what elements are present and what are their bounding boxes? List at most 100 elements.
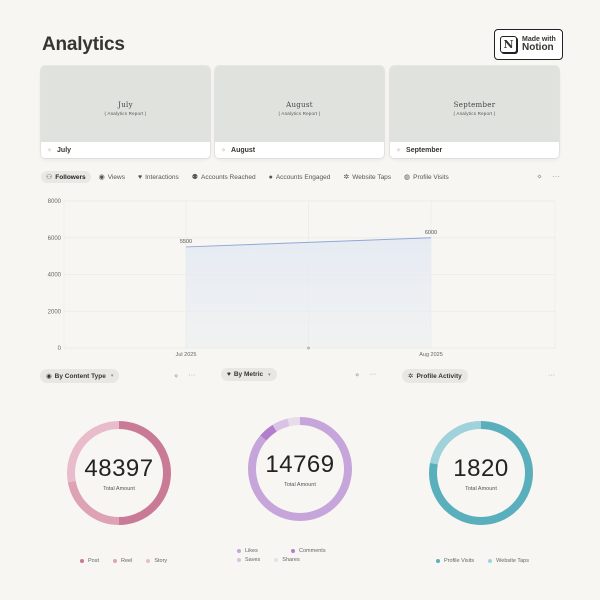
- legend-label: Likes: [245, 548, 258, 554]
- total-label: Total Amount: [103, 485, 135, 492]
- tab-label: Accounts Engaged: [275, 173, 331, 181]
- tab-followers[interactable]: ⚇ Followers: [41, 171, 91, 183]
- series-line: [185, 237, 432, 248]
- x-tick-label: Jul 2025: [176, 352, 197, 358]
- filter-icon[interactable]: ⋄: [355, 372, 360, 379]
- more-icon[interactable]: ···: [548, 372, 555, 379]
- chat-icon: ●: [268, 173, 273, 181]
- widget-toolbar: ⋄ ···: [174, 372, 195, 380]
- legend-label: Reel: [121, 558, 133, 564]
- legend-label: Shares: [282, 557, 300, 563]
- month-card-july[interactable]: July ( Analytics Report ) ✧ July: [41, 66, 210, 158]
- content-type-donut-svg: [67, 421, 171, 525]
- view-toolbar: ⋄ ···: [537, 172, 560, 181]
- y-tick-label: 4000: [48, 273, 62, 279]
- tab-website-taps[interactable]: ✲ Website Taps: [338, 171, 396, 183]
- legend-label: Website Taps: [496, 558, 529, 564]
- tab-label: Accounts Reached: [201, 173, 256, 181]
- more-icon[interactable]: ···: [552, 172, 561, 181]
- content-type-donut: 48397 Total Amount: [63, 417, 175, 529]
- legend-item: Post: [80, 558, 99, 564]
- page-icon: ✧: [396, 147, 402, 154]
- card-cover-title: August: [286, 100, 313, 109]
- tab-accounts-engaged[interactable]: ● Accounts Engaged: [264, 172, 336, 183]
- card-cover-subtitle: ( Analytics Report ): [104, 110, 147, 116]
- total-label: Total Amount: [284, 481, 316, 488]
- chevron-down-icon: ▾: [268, 371, 271, 378]
- legend-label: Profile Visits: [444, 558, 475, 564]
- total-value: 14769: [265, 450, 335, 478]
- made-with-notion-badge[interactable]: N Made with Notion: [494, 29, 563, 60]
- card-label: September: [406, 146, 443, 154]
- month-card-august[interactable]: August ( Analytics Report ) ✧ August: [215, 66, 384, 158]
- widget-toolbar: ⋄ ···: [355, 371, 376, 379]
- profile-activity-legend: Profile Visits Website Taps: [436, 558, 529, 564]
- followers-chart-svg: 0 2000 4000 6000 8000 5500 Jul 2025 6000 Aug 202…: [48, 199, 556, 358]
- legend-label: Comments: [299, 548, 326, 554]
- y-tick-label: 0: [58, 346, 62, 352]
- total-value: 48397: [84, 454, 154, 482]
- by-content-type-button[interactable]: ◉ By Content Type ▾: [40, 369, 120, 383]
- legend-dot: [274, 558, 279, 562]
- tab-interactions[interactable]: ♥ Interactions: [133, 172, 184, 183]
- heart-icon: ♥: [137, 173, 143, 181]
- y-tick-label: 8000: [48, 199, 62, 205]
- filter-icon[interactable]: ⋄: [537, 172, 543, 181]
- tap-icon: ✲: [408, 373, 414, 380]
- tab-label: Followers: [55, 173, 86, 181]
- tab-profile-visits[interactable]: ◍ Profile Visits: [399, 171, 454, 183]
- total-value: 1820: [453, 454, 509, 482]
- tab-views[interactable]: ◉ Views: [94, 171, 130, 183]
- legend-dot: [237, 549, 241, 553]
- badge-small-text: Made with: [522, 35, 556, 43]
- tab-label: Website Taps: [352, 173, 392, 181]
- legend-item: Story: [146, 558, 167, 564]
- month-card-september[interactable]: September ( Analytics Report ) ✧ Septemb…: [390, 66, 559, 158]
- data-label: 6000: [425, 230, 437, 236]
- card-cover-title: July: [118, 100, 133, 109]
- content-type-legend: Post Reel Story: [80, 558, 167, 564]
- total-label: Total Amount: [465, 485, 497, 492]
- data-label: 5500: [180, 239, 192, 245]
- tab-accounts-reached[interactable]: ⚉ Accounts Reached: [187, 171, 261, 183]
- view-tabs: ⚇ Followers ◉ Views ♥ Interactions ⚉ Acc…: [41, 170, 457, 184]
- filter-icon[interactable]: ⋄: [174, 373, 179, 380]
- profile-icon: ◍: [404, 174, 411, 181]
- legend-dot: [488, 559, 493, 563]
- legend-dot: [113, 559, 118, 563]
- card-label: August: [231, 146, 256, 154]
- legend-item: Profile Visits: [436, 558, 474, 564]
- more-icon[interactable]: ···: [188, 372, 196, 379]
- x-tick-label: Aug 2025: [419, 352, 443, 358]
- card-cover: August ( Analytics Report ): [215, 66, 384, 142]
- metric-donut-svg: [248, 417, 352, 521]
- profile-activity-button[interactable]: ✲ Profile Activity: [402, 369, 468, 383]
- widget-button-label: By Metric: [233, 371, 264, 378]
- x-axis-marker: [307, 346, 310, 350]
- tab-label: Profile Visits: [413, 173, 449, 181]
- card-cover-subtitle: ( Analytics Report ): [278, 110, 321, 116]
- legend-dot: [146, 559, 151, 563]
- card-cover: July ( Analytics Report ): [41, 66, 210, 142]
- tab-label: Views: [107, 173, 125, 181]
- y-tick-label: 6000: [48, 236, 62, 242]
- eye-icon: ◉: [46, 373, 52, 380]
- widget-button-label: By Content Type: [54, 372, 106, 380]
- legend-dot: [436, 559, 440, 563]
- more-icon[interactable]: ···: [369, 371, 377, 378]
- tab-label: Interactions: [145, 173, 179, 181]
- donut-slice-shares: [248, 417, 352, 521]
- legend-label: Saves: [245, 557, 261, 563]
- widget-button-label: Profile Activity: [416, 372, 462, 380]
- eye-icon: ◉: [98, 174, 105, 181]
- legend-dot: [237, 558, 241, 562]
- legend-item: Saves: [237, 557, 260, 563]
- by-metric-button[interactable]: ♥ By Metric ▾: [221, 368, 277, 381]
- donut-slice-website-taps: [429, 421, 533, 525]
- y-tick-label: 2000: [48, 309, 62, 315]
- legend-dot: [80, 559, 84, 563]
- metric-legend: Likes Comments Saves Shares: [237, 548, 367, 563]
- page-title: Analytics: [42, 34, 125, 55]
- heart-icon: ♥: [227, 371, 231, 378]
- people-icon: ⚉: [191, 174, 199, 181]
